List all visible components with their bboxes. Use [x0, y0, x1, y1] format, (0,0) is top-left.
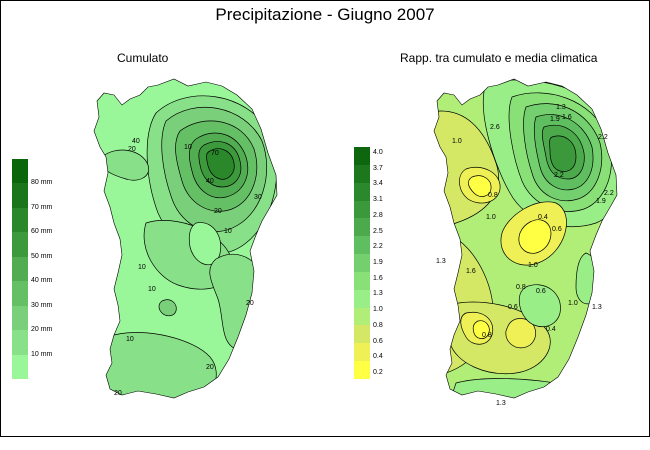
- legend-label: 1.6: [373, 274, 383, 282]
- contour-label: 1.3: [436, 258, 446, 265]
- legend-swatch: [354, 147, 370, 165]
- contour-label: 2.2: [604, 190, 614, 197]
- contour-label: 10: [148, 286, 156, 293]
- contour-label: 1.9: [550, 116, 560, 123]
- legend-label: 3.1: [373, 196, 383, 204]
- legend-swatch: [354, 325, 370, 344]
- legend-swatch: [354, 218, 370, 237]
- contour-label: 1.6: [466, 268, 476, 275]
- contour-label: 10: [138, 264, 146, 271]
- legend-label: 1.9: [373, 259, 383, 266]
- map-rapporto: 1.31.61.92.21.02.62.21.92.20.81.0 0.40.61…: [433, 78, 618, 407]
- contour-label: 20: [128, 146, 136, 153]
- legend-swatch: [354, 271, 370, 290]
- contour-label: 10: [184, 144, 192, 151]
- subtitle-cumulato: Cumulato: [117, 51, 169, 65]
- legend-label: 0.2: [373, 369, 383, 376]
- figure-frame: Precipitazione - Giugno 2007 Cumulato 10…: [0, 0, 650, 437]
- legend-swatch: [354, 164, 370, 183]
- legend-swatch: [12, 354, 28, 379]
- legend-swatch: [354, 361, 370, 379]
- legend-label: 2.2: [373, 243, 383, 251]
- contour-label: 1.3: [496, 400, 506, 407]
- contour-label: 0.8: [488, 192, 498, 199]
- legend-swatch: [12, 256, 28, 282]
- legend-swatch: [354, 236, 370, 255]
- contour-label: 20: [214, 208, 222, 215]
- contour-label: 40: [132, 138, 140, 145]
- legend-label: 2.8: [373, 211, 383, 219]
- legend-rapporto: 0.2 0.4 0.6 0.8 1.0 1.3 1.6 1.9 2.2 2.5 2.8 3.1 3.4 3…: [354, 147, 414, 379]
- legend-swatch: [354, 254, 370, 272]
- legend-label: 3.7: [373, 164, 383, 172]
- legend-label: 10 mm: [31, 350, 53, 358]
- legend-label: 1.0: [373, 306, 383, 314]
- legend-label: 70 mm: [31, 203, 53, 211]
- contour-label: 1.0: [486, 214, 496, 221]
- figure-title: Precipitazione - Giugno 2007: [215, 5, 435, 24]
- contour-label: 20: [246, 300, 254, 307]
- subtitle-rapporto: Rapp. tra cumulato e media climatica: [400, 51, 598, 65]
- contour-label: 0.4: [546, 326, 556, 333]
- contour-label: 2.2: [598, 134, 608, 141]
- contour-label: 30: [254, 194, 262, 201]
- contour-label: 1.0: [568, 300, 578, 307]
- contour-label: 0.4: [538, 214, 548, 221]
- contour-label: 0.6: [536, 288, 546, 295]
- legend-swatch: [354, 200, 370, 219]
- contour-label: 0.8: [482, 332, 492, 339]
- legend-swatch: [12, 305, 28, 331]
- legend-swatch: [12, 183, 28, 208]
- legend-label: 3.4: [373, 180, 383, 188]
- legend-swatch: [354, 289, 370, 308]
- contour-label: 0.6: [552, 226, 562, 233]
- legend-swatch: [354, 343, 370, 362]
- legend-label: 50 mm: [31, 252, 53, 260]
- legend-label: 0.6: [373, 337, 383, 345]
- contour-label: 1.9: [596, 198, 606, 205]
- contour-label: 1.6: [562, 114, 572, 121]
- legend-label: 20 mm: [31, 326, 53, 334]
- contour-label: 1.0: [528, 262, 538, 269]
- legend-swatch: [354, 182, 370, 201]
- contour-label: 20: [114, 390, 122, 397]
- legend-label: 4.0: [373, 149, 383, 156]
- contour-label: 2.2: [554, 172, 564, 179]
- legend-label: 2.5: [373, 227, 383, 235]
- legend-swatch: [12, 207, 28, 233]
- legend-label: 30 mm: [31, 301, 53, 309]
- legend-swatch: [12, 232, 28, 257]
- contour-label: 0.8: [516, 284, 526, 291]
- legend-swatch: [12, 330, 28, 355]
- contour-label: 40: [206, 178, 214, 185]
- legend-label: 0.8: [373, 321, 383, 329]
- contour-label: 70: [211, 150, 219, 157]
- legend-label: 1.3: [373, 290, 383, 298]
- contour-label: 20: [206, 364, 214, 371]
- contour-label: 1.3: [592, 304, 602, 311]
- contour-label: 10: [126, 336, 134, 343]
- legend-swatch: [12, 159, 28, 184]
- contour-label: 10: [224, 228, 232, 235]
- legend-swatch: [354, 307, 370, 326]
- contour-label: 0.6: [508, 304, 518, 311]
- legend-cumulato: 10 mm 20 mm 30 mm 40 mm 50 mm 60 mm 70 mm 80 mm: [12, 159, 72, 379]
- contour-label: 1.0: [452, 138, 462, 145]
- legend-label: 40 mm: [31, 277, 53, 285]
- legend-label: 0.4: [373, 353, 383, 361]
- legend-swatch: [12, 281, 28, 306]
- contour-label: 2.6: [490, 124, 500, 131]
- legend-label: 60 mm: [31, 228, 53, 236]
- legend-label: 80 mm: [31, 179, 53, 187]
- contour-label: 1.3: [556, 104, 566, 111]
